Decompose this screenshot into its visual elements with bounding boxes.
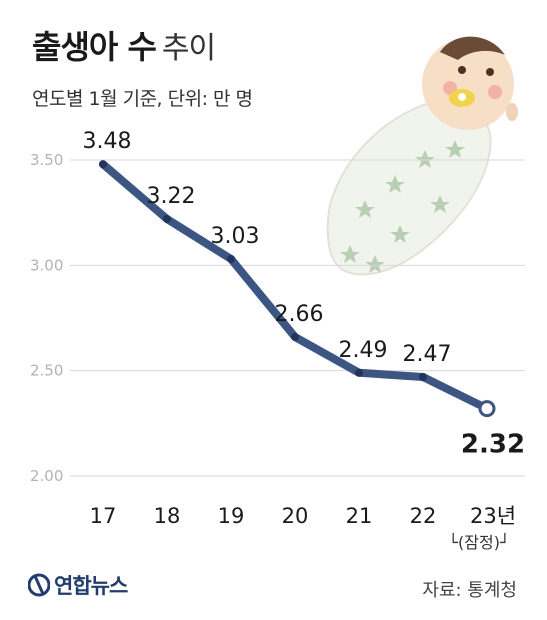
data-point xyxy=(419,372,427,381)
provisional-note: └(잠정)┘ xyxy=(448,532,509,552)
logo-icon xyxy=(28,573,50,597)
chart-subtitle: 연도별 1월 기준, 단위: 만 명 xyxy=(32,88,253,110)
title-sub: 추이 xyxy=(161,31,216,66)
data-point xyxy=(163,214,171,223)
x-tick-label: 22 xyxy=(410,504,437,528)
x-tick-label: 18 xyxy=(154,504,181,528)
y-tick-label: 2.00 xyxy=(30,467,63,485)
logo: 연합뉴스 xyxy=(28,570,128,600)
data-point xyxy=(478,400,496,418)
data-point xyxy=(99,160,107,169)
y-tick-label: 3.50 xyxy=(30,151,63,169)
value-label: 3.22 xyxy=(147,184,196,209)
data-point xyxy=(227,255,235,264)
x-tick-label: 23년 xyxy=(470,504,516,528)
value-label: 2.49 xyxy=(339,338,388,363)
data-point xyxy=(355,368,363,377)
value-label: 3.03 xyxy=(211,224,260,249)
baby-illustration xyxy=(326,36,518,276)
x-tick-label: 21 xyxy=(346,504,373,528)
y-tick-label: 3.00 xyxy=(30,256,63,274)
value-label: 2.47 xyxy=(403,342,452,367)
x-tick-label: 17 xyxy=(90,504,117,528)
value-label: 3.48 xyxy=(83,129,132,154)
x-tick-label: 20 xyxy=(282,504,309,528)
logo-text: 연합뉴스 xyxy=(54,574,128,598)
value-label: 2.32 xyxy=(461,430,525,460)
source-text: 자료: 통계청 xyxy=(422,580,517,601)
value-label: 2.66 xyxy=(275,302,324,327)
y-tick-label: 2.50 xyxy=(30,362,63,380)
data-point xyxy=(291,332,299,341)
x-tick-label: 19 xyxy=(218,504,245,528)
title-main: 출생아 수 xyxy=(32,28,157,66)
chart-title: 출생아 수 추이 xyxy=(32,22,216,68)
